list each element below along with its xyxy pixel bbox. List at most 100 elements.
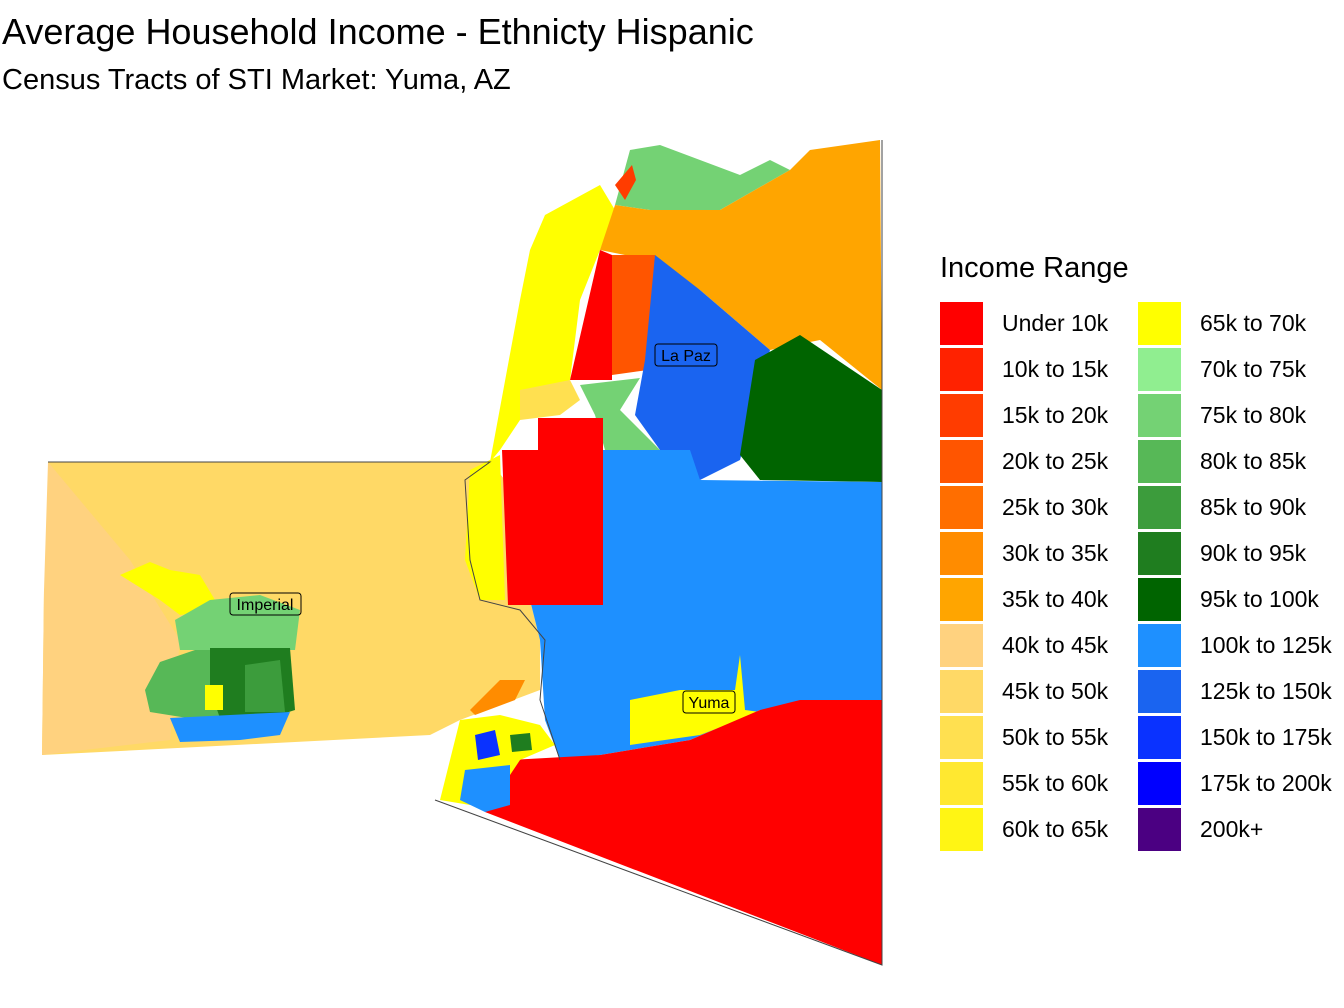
legend-swatch	[940, 761, 983, 805]
legend-label: 35k to 40k	[1002, 585, 1109, 612]
legend-swatch	[940, 393, 983, 437]
legend-column-right: 65k to 70k 70k to 75k 75k to 80k 80k to 85k…	[1138, 300, 1336, 852]
legend-swatch	[940, 623, 983, 667]
legend-swatch	[940, 347, 983, 391]
legend-item: 20k to 25k	[940, 438, 1138, 484]
legend-swatch	[1138, 577, 1181, 621]
legend-swatch	[940, 439, 983, 483]
tract-yuma-city-yellow	[630, 655, 760, 745]
tract-north-dark-green	[740, 335, 882, 482]
market-boundary	[48, 461, 561, 761]
legend-item: 15k to 20k	[940, 392, 1138, 438]
legend-swatch	[1138, 623, 1181, 667]
legend-label: 100k to 125k	[1200, 631, 1332, 658]
legend-swatch	[940, 577, 983, 621]
legend-label: 40k to 45k	[1002, 631, 1109, 658]
legend-label: 60k to 65k	[1002, 815, 1109, 842]
legend-item: 175k to 200k	[1138, 760, 1336, 806]
place-label-imperial: Imperial	[229, 592, 302, 616]
legend-item: 45k to 50k	[940, 668, 1138, 714]
legend-item: Under 10k	[940, 300, 1138, 346]
legend-item: 10k to 15k	[940, 346, 1138, 392]
tract-imperial-southwest	[42, 462, 180, 755]
legend-swatch	[1138, 531, 1181, 575]
legend-item: 75k to 80k	[1138, 392, 1336, 438]
tract-sw-orange	[470, 680, 525, 715]
legend-label: 50k to 55k	[1002, 723, 1109, 750]
legend-swatch	[940, 807, 983, 851]
legend-item: 90k to 95k	[1138, 530, 1336, 576]
legend-label: 25k to 30k	[1002, 493, 1109, 520]
legend-swatch	[940, 301, 983, 345]
legend-column-left: Under 10k 10k to 15k 15k to 20k 20k to 25k 2…	[940, 300, 1138, 852]
legend-item: 125k to 150k	[1138, 668, 1336, 714]
tract-north-orange-red	[612, 255, 655, 375]
legend-label: 85k to 90k	[1200, 493, 1307, 520]
tract-imperial-north-yellow	[120, 562, 215, 615]
tract-central-yellow-west	[465, 455, 505, 600]
legend-item: 65k to 70k	[1138, 300, 1336, 346]
tract-imperial-green-2	[245, 660, 285, 712]
legend-item: 70k to 75k	[1138, 346, 1336, 392]
legend-swatch	[1138, 439, 1181, 483]
legend-label: 15k to 20k	[1002, 401, 1109, 428]
legend-title: Income Range	[940, 252, 1129, 284]
svg-text:La Paz: La Paz	[661, 348, 711, 365]
legend-swatch	[1138, 485, 1181, 529]
legend-label: 45k to 50k	[1002, 677, 1109, 704]
tract-north-pale-yellow	[520, 380, 580, 420]
tract-sw-blue-1	[475, 730, 500, 760]
legend-label: 65k to 70k	[1200, 309, 1307, 336]
legend-item: 35k to 40k	[940, 576, 1138, 622]
tract-north-red-sliver	[615, 165, 636, 200]
legend-label: 10k to 15k	[1002, 355, 1109, 382]
legend-item: 150k to 175k	[1138, 714, 1336, 760]
legend-item: 25k to 30k	[940, 484, 1138, 530]
tract-imperial-yellow-spot	[205, 685, 223, 710]
tract-imperial-light-green	[175, 595, 300, 650]
legend-label: 20k to 25k	[1002, 447, 1109, 474]
legend-item: 200k+	[1138, 806, 1336, 852]
legend-swatch	[940, 531, 983, 575]
legend-swatch	[940, 669, 983, 713]
legend-label: 30k to 35k	[1002, 539, 1109, 566]
legend-label: 150k to 175k	[1200, 723, 1332, 750]
tract-north-orange-east	[600, 140, 882, 390]
tract-la-paz-blue	[635, 255, 770, 480]
legend-columns: Under 10k 10k to 15k 15k to 20k 20k to 25k 2…	[940, 300, 1336, 852]
legend-item: 100k to 125k	[1138, 622, 1336, 668]
legend-label: 200k+	[1200, 815, 1264, 842]
legend-item: 80k to 85k	[1138, 438, 1336, 484]
svg-text:Yuma: Yuma	[689, 695, 730, 712]
tract-sw-green	[510, 733, 532, 752]
legend-item: 30k to 35k	[940, 530, 1138, 576]
tract-north-green-top	[615, 145, 790, 210]
legend-swatch	[1138, 807, 1181, 851]
legend-swatch	[1138, 669, 1181, 713]
legend-swatch	[1138, 347, 1181, 391]
legend-swatch	[1138, 301, 1181, 345]
legend-item: 85k to 90k	[1138, 484, 1336, 530]
legend-swatch	[940, 715, 983, 759]
tract-imperial-blue	[170, 712, 290, 742]
legend-label: Under 10k	[1002, 309, 1109, 336]
legend-label: 90k to 95k	[1200, 539, 1307, 566]
legend-swatch	[1138, 393, 1181, 437]
census-tract-map: La Paz Imperial Yuma	[42, 140, 883, 966]
legend-item: 95k to 100k	[1138, 576, 1336, 622]
map-title: Average Household Income - Ethnicty Hisp…	[2, 11, 754, 52]
legend-item: 40k to 45k	[940, 622, 1138, 668]
tract-central-red	[502, 418, 603, 605]
map-subtitle: Census Tracts of STI Market: Yuma, AZ	[2, 64, 511, 96]
legend-label: 80k to 85k	[1200, 447, 1307, 474]
tract-north-red-west	[570, 250, 612, 380]
legend-swatch	[1138, 715, 1181, 759]
legend-label: 75k to 80k	[1200, 401, 1307, 428]
income-legend: Income Range Under 10k 10k to 15k 15k to 2…	[940, 250, 1336, 852]
legend-item: 50k to 55k	[940, 714, 1138, 760]
legend-label: 175k to 200k	[1200, 769, 1332, 796]
tract-sw-blue-2	[460, 765, 510, 812]
legend-label: 95k to 100k	[1200, 585, 1319, 612]
market-boundary-east	[434, 140, 883, 966]
legend-swatch	[940, 485, 983, 529]
